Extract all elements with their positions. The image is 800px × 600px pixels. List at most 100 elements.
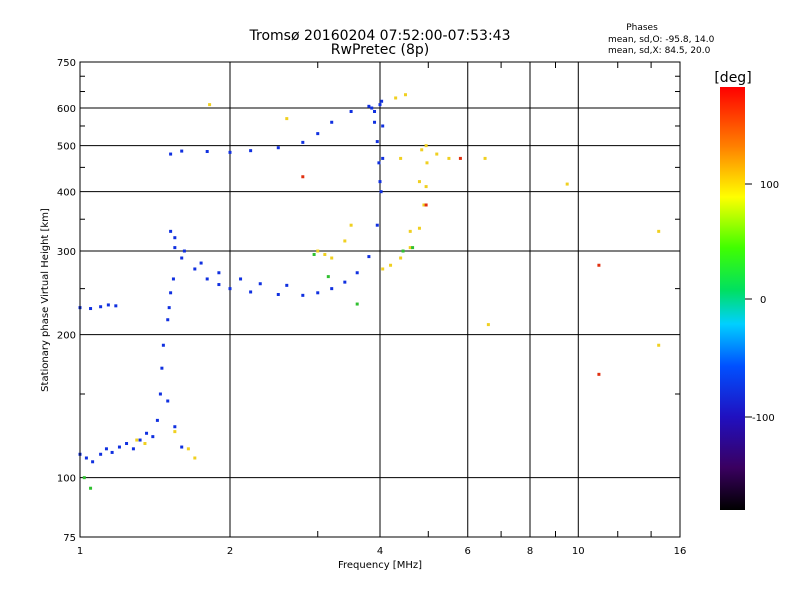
- data-point: [180, 149, 184, 153]
- data-point: [447, 156, 451, 160]
- data-point: [228, 287, 232, 291]
- data-point: [205, 150, 209, 154]
- data-point: [166, 318, 170, 322]
- plot-grid: [80, 62, 680, 537]
- data-point: [160, 366, 164, 370]
- y-axis-ticks: 75 100 200 300 400 500 600 750: [57, 58, 680, 544]
- data-point: [249, 149, 253, 153]
- chart-subtitle: RwPretec (8p): [331, 42, 429, 58]
- data-point: [389, 263, 393, 267]
- data-point: [117, 445, 121, 449]
- data-point: [171, 277, 175, 281]
- colorbar-tick-label: 0: [760, 295, 766, 306]
- stats-x-mode: mean, sd,X: 84.5, 20.0: [608, 46, 711, 56]
- data-point: [182, 249, 186, 253]
- x-tick-label: 16: [674, 546, 687, 557]
- data-point: [285, 117, 289, 121]
- data-point: [367, 104, 371, 108]
- data-point: [597, 372, 601, 376]
- data-point: [394, 96, 398, 100]
- plot-frame: [79, 61, 681, 538]
- data-point: [151, 435, 155, 439]
- y-tick-label: 400: [57, 188, 76, 199]
- data-point: [373, 109, 377, 113]
- data-point: [180, 445, 184, 449]
- data-point: [131, 447, 135, 451]
- x-tick-label: 10: [572, 546, 585, 557]
- data-point: [424, 144, 428, 148]
- data-point: [285, 283, 289, 287]
- data-point: [375, 223, 379, 227]
- data-point: [381, 124, 385, 128]
- data-point: [417, 226, 421, 230]
- data-point: [378, 103, 382, 107]
- data-point: [173, 246, 177, 250]
- data-point: [377, 161, 381, 165]
- x-tick-label: 6: [465, 546, 471, 557]
- data-point: [89, 307, 93, 311]
- data-point: [82, 476, 86, 480]
- data-point: [326, 275, 330, 279]
- data-point: [173, 236, 177, 240]
- data-point: [249, 290, 253, 294]
- data-point: [657, 343, 661, 347]
- data-point: [167, 306, 171, 310]
- data-point: [84, 456, 88, 460]
- data-point: [408, 229, 412, 233]
- data-point: [349, 223, 353, 227]
- data-point: [380, 99, 384, 103]
- data-point: [399, 256, 403, 260]
- data-point: [316, 291, 320, 295]
- data-point: [199, 261, 203, 265]
- data-point: [330, 120, 334, 124]
- data-point: [208, 103, 212, 107]
- data-point: [301, 293, 305, 297]
- y-tick-label: 500: [57, 142, 76, 153]
- colorbar-tick-label: -100: [752, 413, 775, 424]
- y-tick-label: 200: [57, 331, 76, 342]
- data-point: [422, 203, 426, 207]
- x-tick-label: 1: [77, 546, 83, 557]
- data-point: [424, 185, 428, 189]
- data-point: [312, 252, 316, 256]
- data-point: [193, 267, 197, 271]
- data-point: [276, 292, 280, 296]
- data-point: [330, 256, 334, 260]
- y-tick-label: 75: [63, 533, 76, 544]
- data-point: [91, 460, 95, 464]
- data-point: [114, 304, 118, 308]
- data-point: [486, 323, 490, 327]
- data-point: [228, 150, 232, 154]
- data-point: [104, 447, 108, 451]
- data-point: [110, 450, 114, 454]
- data-point: [89, 486, 93, 490]
- data-point: [330, 287, 334, 291]
- data-point: [145, 431, 149, 435]
- stats-title: Phases: [626, 23, 658, 33]
- data-point: [565, 182, 569, 186]
- data-point: [143, 442, 147, 446]
- data-point: [169, 229, 173, 233]
- data-point: [180, 256, 184, 260]
- data-point: [373, 120, 377, 124]
- data-point: [155, 418, 159, 422]
- data-point: [316, 132, 320, 136]
- data-point: [420, 148, 424, 152]
- data-point: [217, 283, 221, 287]
- data-point: [169, 291, 173, 295]
- data-point: [408, 246, 412, 250]
- data-point: [161, 343, 165, 347]
- data-point: [169, 152, 173, 156]
- y-tick-label: 300: [57, 247, 76, 258]
- data-point: [375, 140, 379, 144]
- data-point: [276, 146, 280, 150]
- data-point: [367, 255, 371, 259]
- data-point: [657, 229, 661, 233]
- data-point: [301, 140, 305, 144]
- data-point: [355, 271, 359, 275]
- x-axis-label: Frequency [MHz]: [338, 560, 422, 571]
- data-point: [424, 203, 428, 207]
- data-point: [193, 456, 197, 460]
- data-point: [381, 267, 385, 271]
